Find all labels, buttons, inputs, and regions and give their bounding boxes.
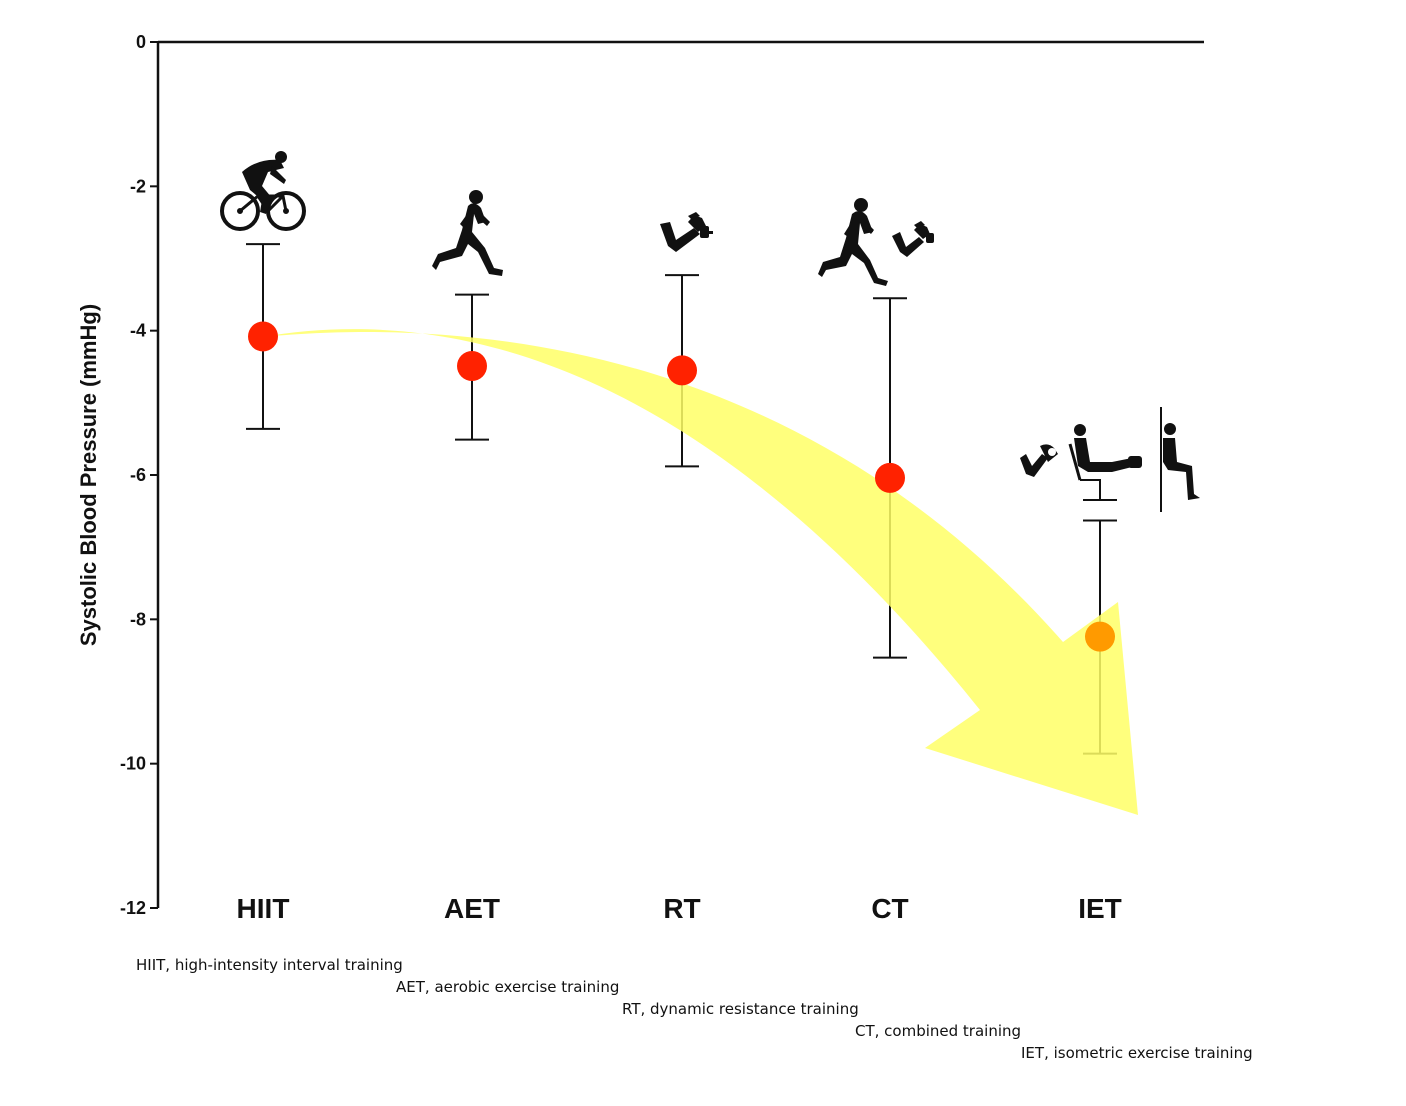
footnote-rt: RT, dynamic resistance training [622, 1000, 859, 1018]
arm-curl-icon [892, 221, 934, 257]
footnote-aet: AET, aerobic exercise training [396, 978, 620, 996]
runner-icon [432, 190, 503, 276]
y-ticks: 0 -2 -4 -6 -8 -10 -12 [120, 32, 158, 918]
x-label-rt: RT [663, 893, 700, 924]
x-label-iet: IET [1078, 893, 1122, 924]
cyclist-icon [220, 151, 306, 231]
point-aet [457, 351, 487, 382]
y-tick-label: -2 [130, 176, 146, 196]
wall-squat-icon [1160, 407, 1200, 512]
trend-arrow [262, 329, 1138, 815]
y-tick-label: -6 [130, 465, 146, 485]
x-label-aet: AET [444, 893, 500, 924]
point-hiit [248, 321, 278, 352]
footnote-ct: CT, combined training [855, 1022, 1022, 1040]
x-label-ct: CT [871, 893, 908, 924]
point-ct [875, 462, 905, 493]
y-tick-label: 0 [136, 32, 146, 52]
data-points [248, 321, 1115, 652]
runner-icon [818, 198, 888, 286]
y-tick-label: -12 [120, 898, 146, 918]
y-tick-label: -10 [120, 754, 146, 774]
handgrip-icon [1020, 444, 1058, 477]
leg-extension-icon [1068, 424, 1142, 501]
point-rt [667, 355, 697, 386]
arm-curl-icon [660, 212, 713, 252]
footnote-hiit: HIIT, high-intensity interval training [136, 956, 403, 974]
y-axis-label: Systolic Blood Pressure (mmHg) [76, 304, 101, 646]
y-tick-label: -4 [130, 321, 146, 341]
y-tick-label: -8 [130, 609, 146, 629]
point-iet [1085, 621, 1115, 652]
x-label-hiit: HIIT [237, 893, 290, 924]
footnote-iet: IET, isometric exercise training [1021, 1044, 1253, 1062]
x-category-labels: HIIT AET RT CT IET [237, 893, 1122, 924]
